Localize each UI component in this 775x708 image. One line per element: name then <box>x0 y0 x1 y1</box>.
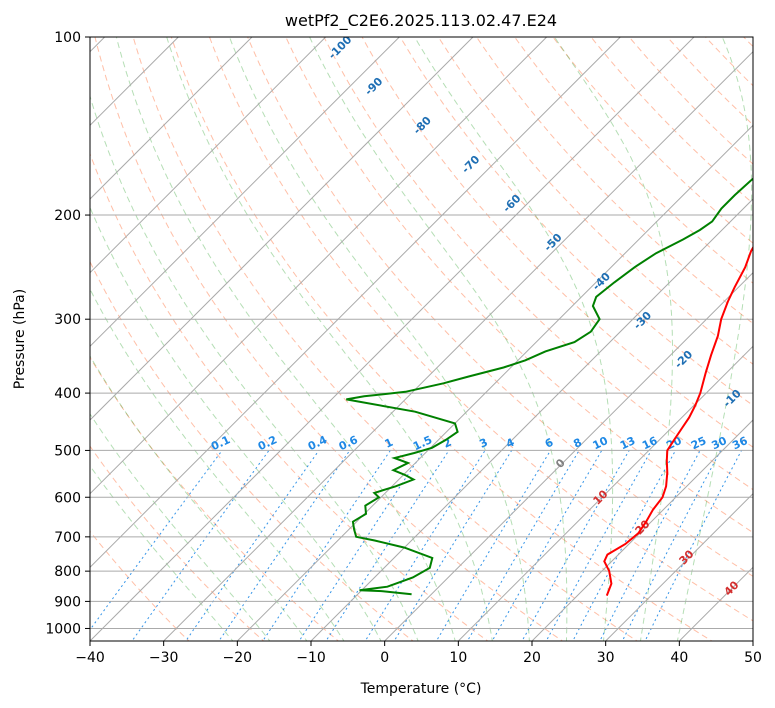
dry-adiabat <box>90 445 265 641</box>
isotherm-line <box>236 124 753 641</box>
dry-adiabat <box>90 152 489 641</box>
dry-adiabat <box>170 37 713 641</box>
mixing-ratio-line <box>572 450 676 641</box>
y-tick-label: 500 <box>54 443 81 459</box>
isotherm-line <box>163 50 753 641</box>
y-axis-label: Pressure (hPa) <box>12 289 28 389</box>
y-tick-label: 100 <box>54 30 81 46</box>
isotherm-line <box>90 37 695 641</box>
isotherm-line <box>531 419 753 641</box>
dry-adiabat <box>247 37 753 577</box>
isotherm-line <box>90 37 327 274</box>
y-tick-label: 300 <box>54 312 81 328</box>
mixing-ratio-label: 30 <box>710 434 730 452</box>
y-tick-label: 600 <box>54 490 81 506</box>
isotherm-line <box>90 37 474 421</box>
mixing-ratio-label: 16 <box>640 434 660 452</box>
mixing-ratio-line <box>466 450 580 641</box>
isotherm-line <box>90 37 400 348</box>
isotherm-line <box>605 492 753 641</box>
sounding-profiles <box>346 177 753 596</box>
x-tick-label: −10 <box>296 650 326 666</box>
y-axis-ticks: 100 200 300 400 500 600 700 800 900 1000 <box>45 30 90 637</box>
isotherm-line <box>90 37 253 200</box>
x-tick-label: 10 <box>449 650 467 666</box>
mixing-ratio-line <box>218 450 351 641</box>
dry-adiabat <box>552 37 753 244</box>
temperature-profile <box>603 245 753 596</box>
dry-adiabat <box>208 37 753 622</box>
mixing-ratio-line <box>599 450 701 641</box>
dry-adiabat <box>628 37 753 165</box>
dry-adiabat <box>132 37 638 641</box>
mixing-ratio-label: 10 <box>591 434 611 452</box>
isotherm-line <box>384 271 753 641</box>
dry-adiabat <box>590 37 753 205</box>
x-tick-label: 0 <box>380 650 389 666</box>
y-tick-label: 1000 <box>45 621 81 637</box>
mixing-ratio-line <box>435 450 552 641</box>
dry-adiabat <box>90 260 414 641</box>
moist-adiabat <box>90 94 419 641</box>
isotherm-line <box>310 198 753 641</box>
isotherm-line <box>90 37 621 569</box>
x-tick-label: 30 <box>597 650 615 666</box>
y-tick-label: 900 <box>54 594 81 610</box>
x-tick-label: −30 <box>149 650 179 666</box>
dry-adiabat <box>475 37 753 325</box>
x-axis-ticks: −40 −30 −20 −10 0 10 20 30 40 50 <box>75 641 762 666</box>
mixing-ratio-line <box>644 450 742 641</box>
mixing-ratio-label: 36 <box>730 434 750 452</box>
plot-frame <box>89 36 754 642</box>
x-tick-label: 50 <box>744 650 762 666</box>
dry-adiabat <box>285 37 753 534</box>
mixing-ratio-line <box>521 450 630 641</box>
x-tick-label: −20 <box>223 650 253 666</box>
x-tick-label: 40 <box>670 650 688 666</box>
x-axis-label: Temperature (°C) <box>360 681 482 697</box>
x-tick-label: −40 <box>75 650 105 666</box>
dry-adiabat <box>437 37 753 365</box>
isotherm-line <box>457 345 753 641</box>
mixing-ratio-line <box>185 450 320 641</box>
dry-adiabat <box>361 37 753 448</box>
y-tick-label: 200 <box>54 208 81 224</box>
y-tick-label: 800 <box>54 564 81 580</box>
dewpoint-profile <box>346 177 753 596</box>
dry-adiabat <box>399 37 753 407</box>
chart-title: wetPf2_C2E6.2025.113.02.47.E24 <box>285 11 557 31</box>
y-tick-label: 700 <box>54 530 81 546</box>
moist-adiabat <box>90 206 382 641</box>
x-tick-label: 20 <box>523 650 541 666</box>
mixing-ratio-line <box>621 450 722 641</box>
mixing-ratio-label: 13 <box>618 434 637 452</box>
mixing-ratio-line <box>131 450 270 641</box>
mixing-ratio-label: 25 <box>689 434 708 452</box>
y-tick-label: 400 <box>54 386 81 402</box>
mixing-ratio-line <box>545 450 652 641</box>
isotherm-line <box>90 37 548 495</box>
background-lines <box>90 37 753 641</box>
